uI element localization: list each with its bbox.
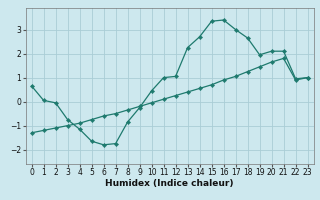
- X-axis label: Humidex (Indice chaleur): Humidex (Indice chaleur): [105, 179, 234, 188]
